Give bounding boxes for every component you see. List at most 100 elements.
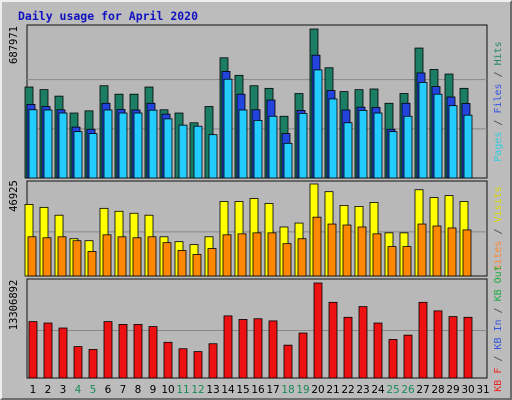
x-tick-label-day-25: 25 — [386, 384, 399, 396]
x-tick-label-day-13: 13 — [206, 384, 219, 396]
bar-middle-sites-day-27 — [417, 223, 427, 277]
panel-middle-ymax-label: 46925 — [8, 180, 20, 212]
bar-bottom-kb-f-day-21 — [328, 301, 338, 379]
bar-bottom-kb-f-day-17 — [268, 320, 278, 379]
bar-top-pages-day-1 — [28, 109, 38, 179]
bar-middle-sites-day-22 — [342, 224, 352, 277]
x-tick-label-day-10: 10 — [161, 384, 174, 396]
x-tick-label-day-3: 3 — [60, 384, 67, 396]
bar-bottom-kb-f-day-5 — [88, 349, 98, 379]
bar-middle-sites-day-12 — [192, 254, 202, 277]
bar-middle-sites-day-13 — [207, 248, 217, 277]
x-tick-label-day-5: 5 — [90, 384, 97, 396]
bar-middle-sites-day-24 — [372, 233, 382, 277]
legend-item-top-3: / — [493, 65, 504, 83]
panel-top-ymax-label: 687971 — [8, 26, 20, 64]
bar-bottom-kb-f-day-7 — [118, 324, 128, 379]
bar-bottom-kb-f-day-10 — [163, 341, 173, 379]
bar-bottom-kb-f-day-2 — [43, 322, 53, 379]
bar-bottom-kb-f-day-13 — [208, 343, 218, 379]
x-tick-label-day-18: 18 — [281, 384, 294, 396]
x-tick-label-day-2: 2 — [45, 384, 52, 396]
x-tick-label-day-17: 17 — [266, 384, 279, 396]
x-tick-label-day-27: 27 — [416, 384, 429, 396]
bar-top-pages-day-6 — [103, 109, 113, 179]
x-tick-label-day-29: 29 — [446, 384, 459, 396]
legend-item-top-1: / — [493, 114, 504, 132]
panel-bottom-ymax-label: 13306892 — [8, 280, 20, 331]
bar-top-pages-day-2 — [43, 109, 53, 179]
legend-item-bottom-0: KB F — [493, 368, 504, 392]
bar-middle-sites-day-16 — [252, 232, 262, 277]
bar-middle-sites-day-23 — [357, 226, 367, 277]
bar-middle-sites-day-15 — [237, 233, 247, 277]
legend-item-top-0: Pages — [493, 132, 504, 162]
x-tick-label-day-30: 30 — [461, 384, 474, 396]
bar-middle-sites-day-5 — [87, 251, 97, 277]
bar-top-pages-day-12 — [193, 125, 203, 179]
x-tick-label-day-22: 22 — [341, 384, 354, 396]
x-tick-label-day-14: 14 — [221, 384, 235, 396]
bar-middle-sites-day-8 — [132, 237, 142, 277]
bar-bottom-kb-f-day-26 — [403, 334, 413, 379]
x-tick-label-day-7: 7 — [120, 384, 127, 396]
bar-bottom-kb-f-day-18 — [283, 344, 293, 379]
legend-item-top-2: Files — [493, 83, 504, 113]
bar-middle-sites-day-6 — [102, 234, 112, 277]
bar-top-pages-day-30 — [463, 114, 473, 179]
bar-middle-sites-day-25 — [387, 246, 397, 277]
bar-top-pages-day-23 — [358, 110, 368, 179]
legend-item-bottom-1: / — [493, 350, 504, 368]
bar-top-pages-day-5 — [88, 133, 98, 179]
x-tick-label-day-23: 23 — [356, 384, 369, 396]
x-tick-label-day-4: 4 — [75, 384, 82, 396]
legend-item-bottom-2: KB In — [493, 319, 504, 349]
bar-middle-sites-day-28 — [432, 225, 442, 277]
x-tick-label-day-9: 9 — [150, 384, 157, 396]
legend-item-top-4: Hits — [493, 41, 504, 65]
x-tick-label-day-20: 20 — [311, 384, 324, 396]
bar-bottom-kb-f-day-30 — [463, 316, 473, 379]
bar-top-pages-day-4 — [73, 131, 83, 179]
legend-item-middle-2: Visits — [493, 186, 504, 222]
bar-bottom-kb-f-day-3 — [58, 327, 68, 379]
bar-bottom-kb-f-day-25 — [388, 339, 398, 379]
bar-middle-sites-day-14 — [222, 234, 232, 277]
bar-bottom-kb-f-day-12 — [193, 351, 203, 379]
x-tick-label-day-15: 15 — [236, 384, 249, 396]
legend-item-bottom-3: / — [493, 301, 504, 319]
bar-bottom-kb-f-day-9 — [148, 326, 158, 379]
bar-bottom-kb-f-day-29 — [448, 316, 458, 379]
bar-top-pages-day-27 — [418, 82, 428, 179]
bar-bottom-kb-f-day-19 — [298, 332, 308, 379]
x-tick-label-day-12: 12 — [191, 384, 204, 396]
x-tick-label-day-1: 1 — [30, 384, 37, 396]
chart-title: Daily usage for April 2020 — [18, 9, 198, 23]
bar-bottom-kb-f-day-14 — [223, 315, 233, 379]
bar-middle-sites-day-1 — [27, 236, 37, 277]
bar-top-pages-day-17 — [268, 115, 278, 179]
bar-bottom-kb-f-day-11 — [178, 348, 188, 379]
bar-top-pages-day-20 — [313, 69, 323, 179]
bar-middle-sites-day-3 — [57, 236, 67, 277]
bar-bottom-kb-f-day-20 — [313, 282, 323, 379]
bar-bottom-kb-f-day-28 — [433, 310, 443, 379]
bar-bottom-kb-f-day-16 — [253, 318, 263, 379]
bar-bottom-kb-f-day-6 — [103, 321, 113, 379]
bar-top-pages-day-8 — [133, 112, 143, 179]
bar-top-pages-day-14 — [223, 78, 233, 179]
bar-top-pages-day-15 — [238, 109, 248, 179]
bar-top-pages-day-13 — [208, 134, 218, 179]
x-tick-label-day-16: 16 — [251, 384, 265, 396]
bar-middle-sites-day-19 — [297, 238, 307, 277]
x-tick-label-day-26: 26 — [401, 384, 415, 396]
bar-middle-sites-day-9 — [147, 236, 157, 277]
bar-top-pages-day-24 — [373, 112, 383, 179]
panel-bottom-legend: KB F / KB In / KB Out — [493, 265, 504, 391]
bar-middle-sites-day-26 — [402, 246, 412, 277]
bar-top-pages-day-25 — [388, 131, 398, 179]
panel-top-legend: Pages / Files / Hits — [493, 41, 504, 161]
legend-item-middle-1: / — [493, 222, 504, 240]
bar-middle-sites-day-4 — [72, 240, 82, 277]
bar-bottom-kb-f-day-1 — [28, 321, 38, 379]
